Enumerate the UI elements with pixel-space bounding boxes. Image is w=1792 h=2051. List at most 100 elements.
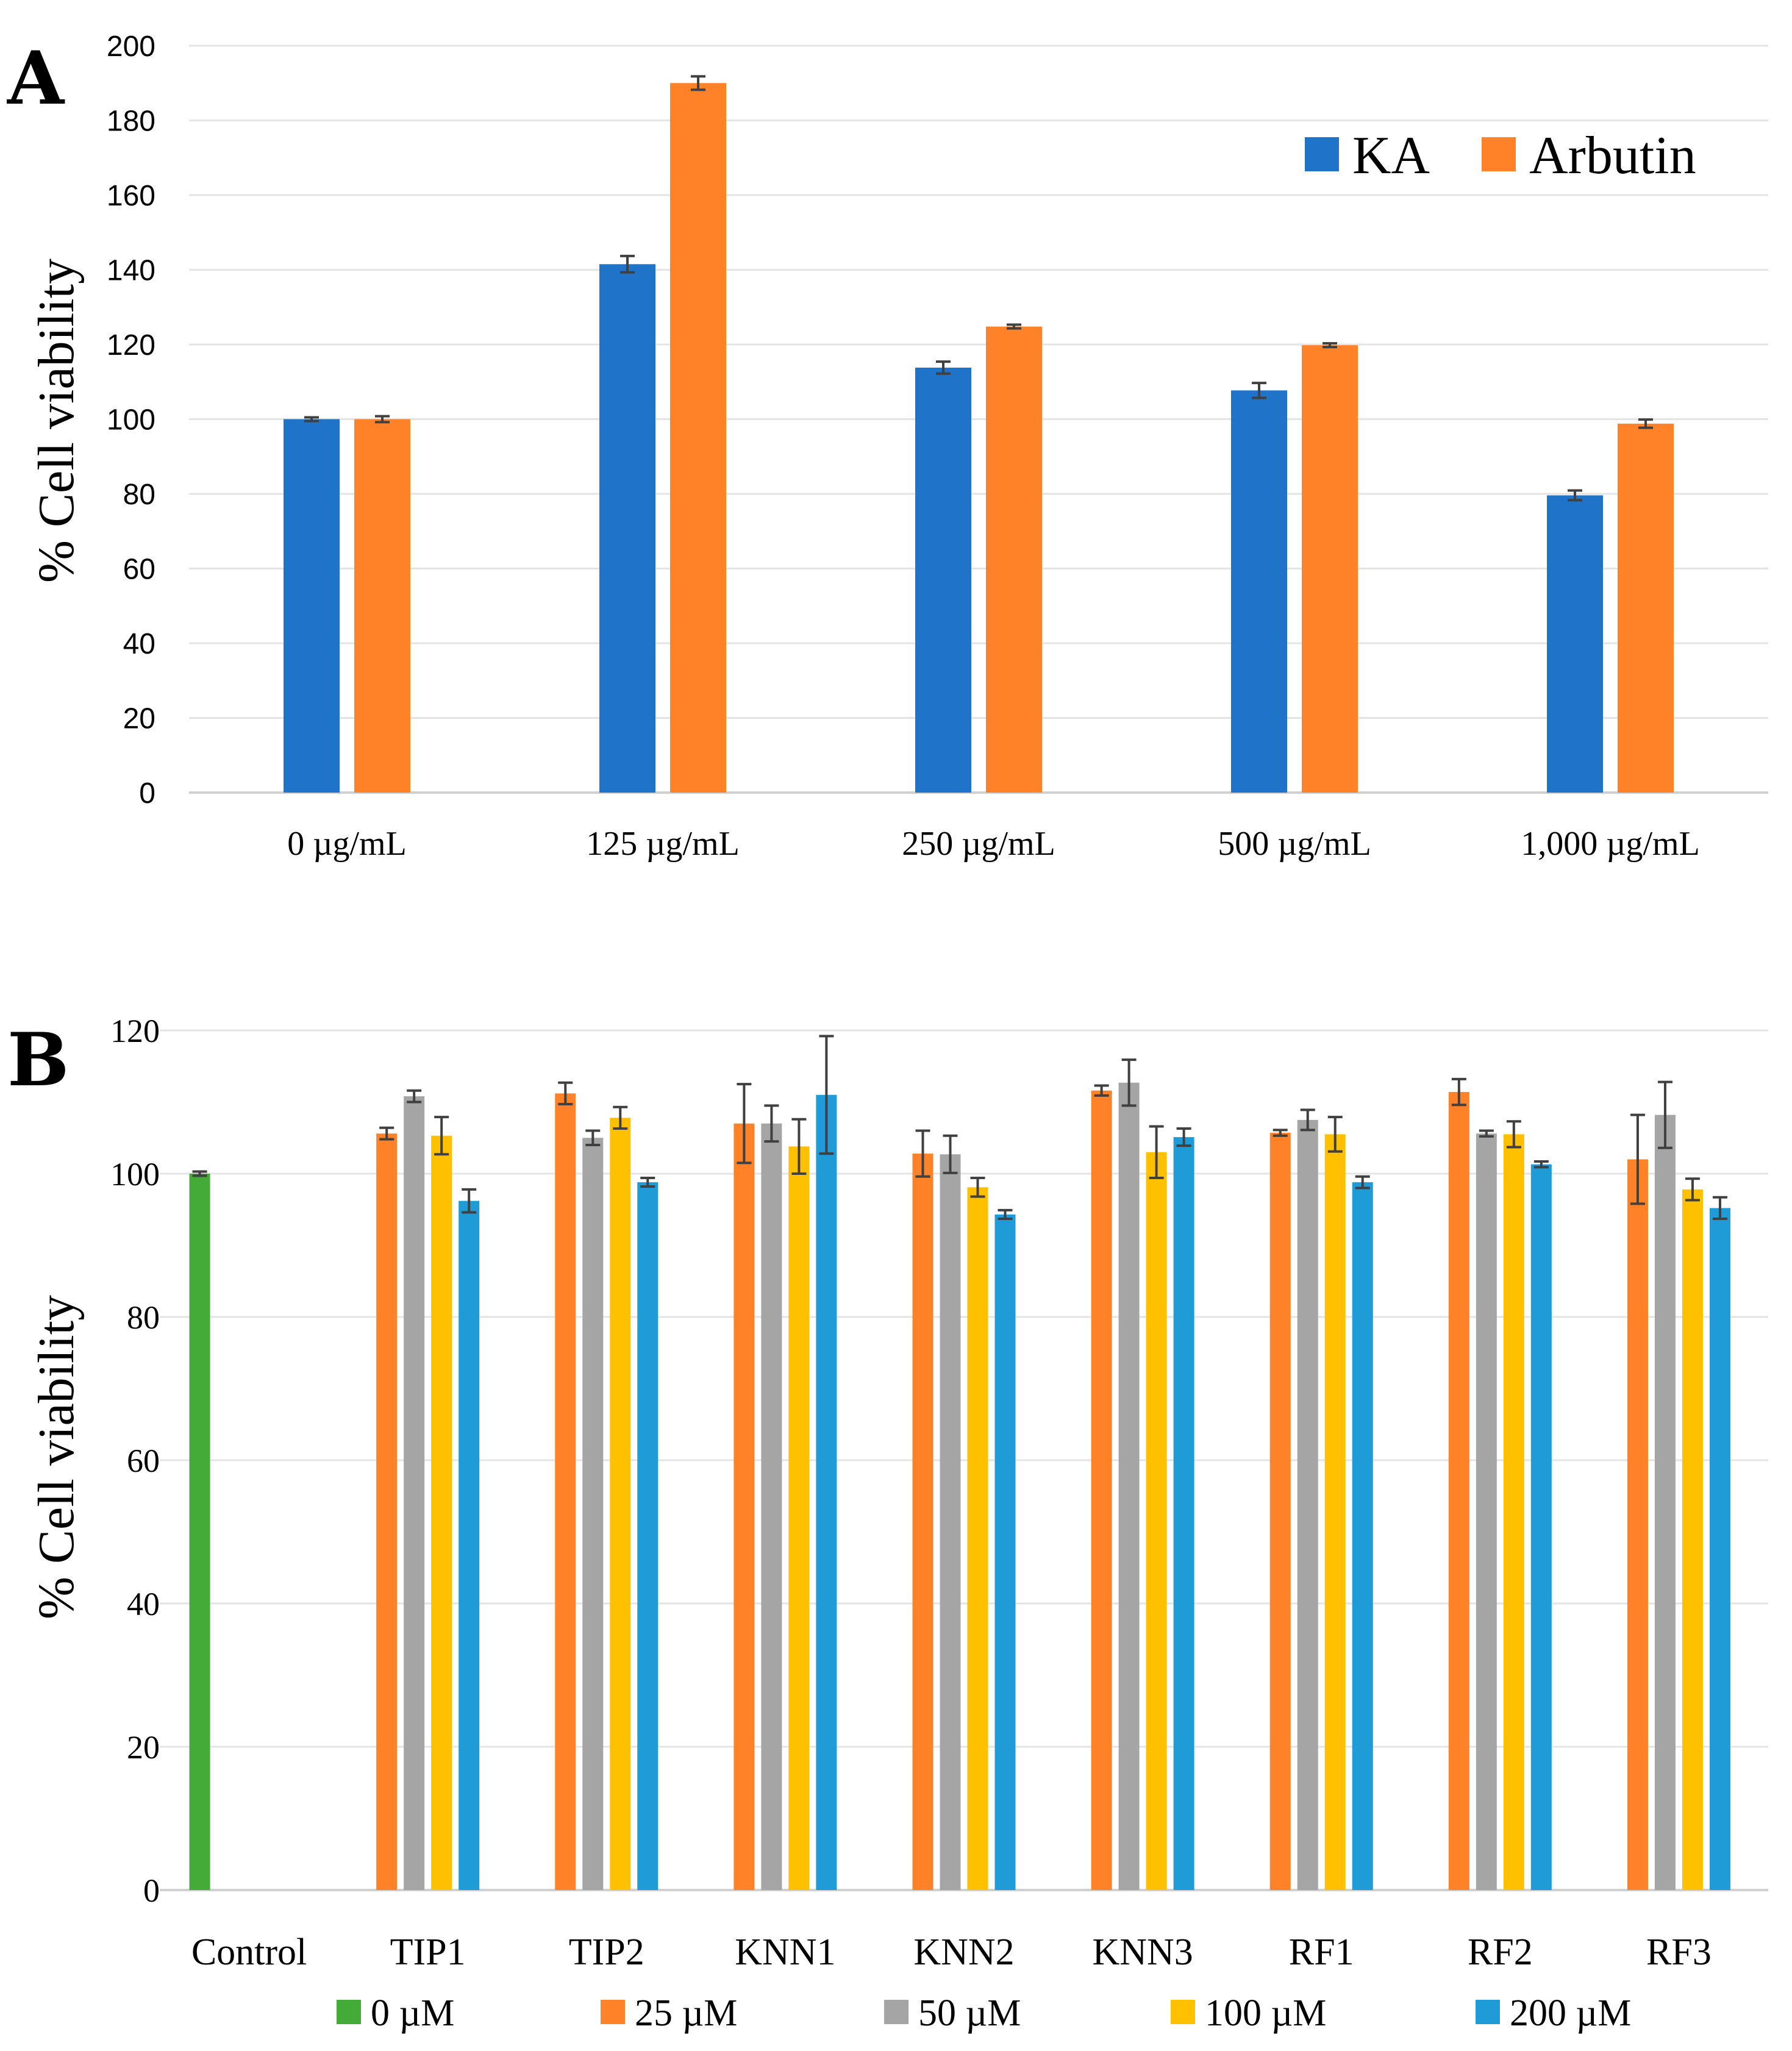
panel-a-bar-arbutin-3: [1302, 345, 1358, 793]
panel-b-bar-25uM-6: [1269, 1133, 1291, 1890]
panel-a-y-tick-label: 100: [107, 404, 155, 437]
panel-b-bar-200uM-5: [1173, 1137, 1194, 1890]
panel-a-bars: [284, 83, 1674, 793]
panel-a-y-axis-title: % Cell viability: [28, 259, 85, 583]
panel-b-legend-swatch-100uM: [1171, 2000, 1195, 2024]
panel-b-x-tick-label: TIP2: [569, 1932, 644, 1973]
panel-a-y-tick-label: 180: [107, 105, 155, 138]
panel-b-bar-200uM-1: [459, 1200, 480, 1890]
panel-b-legend: 0 µM 25 µM 50 µM 100 µM 200 µM: [337, 1992, 1631, 2034]
panel-a-y-tick-label: 200: [107, 30, 155, 63]
panel-b-legend-label: 25 µM: [635, 1992, 737, 2034]
panel-a-y-tick-label: 120: [107, 329, 155, 362]
panel-b-bar-25uM-8: [1627, 1159, 1648, 1890]
panel-a-bar-ka-3: [1231, 390, 1287, 793]
panel-b-bar-100uM-8: [1682, 1189, 1703, 1890]
panel-b-bar-100uM-6: [1324, 1134, 1346, 1890]
panel-a-legend-label: KA: [1352, 126, 1430, 185]
panel-b-gridlines: [160, 1029, 1768, 1891]
panel-a-bar-ka-1: [599, 264, 655, 793]
panel-a-bar-arbutin-4: [1618, 423, 1674, 793]
panel-b-bar-200uM-3: [816, 1094, 837, 1890]
panel-b-y-tick-label: 80: [127, 1299, 160, 1336]
panel-b-legend-swatch-200uM: [1476, 2000, 1500, 2024]
panel-a-legend-swatch-ka: [1305, 137, 1339, 171]
panel-b-bar-200uM-2: [637, 1182, 659, 1890]
panel-b-x-tick-label: KNN1: [735, 1932, 835, 1973]
panel-a-x-tick-label: 250 µg/mL: [902, 825, 1055, 863]
panel-b-bar-50uM-5: [1118, 1082, 1140, 1890]
panel-b-bar-25uM-4: [912, 1154, 933, 1890]
panel-a-y-tick-label: 80: [123, 479, 155, 511]
panel-a-bar-arbutin-0: [354, 419, 410, 793]
panel-b-y-tick-label: 120: [110, 1013, 160, 1049]
panel-b-y-tick-label: 60: [127, 1443, 160, 1479]
panel-b-bar-200uM-8: [1709, 1208, 1730, 1890]
panel-a-error-bars: [304, 75, 1653, 502]
panel-b-bar-100uM-1: [431, 1135, 452, 1890]
panel-b-legend-swatch-0uM: [337, 2000, 361, 2024]
panel-a-y-tick-label: 40: [123, 628, 155, 660]
panel-b-y-ticks: 0 20 40 60 80 100 120: [110, 1013, 160, 1909]
panel-a-y-tick-label: 0: [139, 777, 155, 810]
panel-b-bar-200uM-4: [994, 1214, 1016, 1890]
panel-a-bar-arbutin-1: [670, 83, 726, 793]
panel-b-y-axis-title: % Cell viability: [28, 1295, 85, 1619]
panel-b-bar-100uM-4: [967, 1187, 988, 1890]
panel-b-bar-25uM-3: [734, 1123, 755, 1890]
panel-b-y-tick-label: 100: [110, 1156, 160, 1193]
panel-b-legend-swatch-50uM: [884, 2000, 908, 2024]
panel-a-bar-ka-0: [284, 419, 340, 793]
panel-b-y-tick-label: 40: [127, 1586, 160, 1622]
panel-b-bar-200uM-6: [1352, 1182, 1373, 1890]
panel-b-bar-25uM-5: [1091, 1090, 1112, 1890]
panel-b-bar-100uM-3: [788, 1146, 810, 1890]
panel-b-bar-100uM-7: [1503, 1134, 1524, 1890]
panel-a-gridlines: [189, 45, 1768, 794]
panel-b-legend-label: 100 µM: [1205, 1992, 1326, 2034]
panel-a-legend-label: Arbutin: [1529, 126, 1696, 185]
panel-b-legend-label: 50 µM: [918, 1992, 1021, 2034]
panel-a-x-tick-label: 0 µg/mL: [287, 825, 407, 863]
panel-b-x-tick-label: RF2: [1468, 1932, 1533, 1973]
panel-b-bar-50uM-4: [940, 1154, 961, 1890]
panel-b-x-ticks: Control TIP1 TIP2 KNN1 KNN2 KNN3 RF1 RF2 RF3: [191, 1932, 1712, 1973]
panel-b-bar-100uM-2: [610, 1118, 631, 1890]
panel-b-bars: [189, 1082, 1730, 1890]
panel-a-y-tick-label: 160: [107, 180, 155, 212]
panel-b-bar-50uM-7: [1476, 1133, 1497, 1890]
panel-a-letter: A: [7, 35, 65, 121]
panel-b-x-tick-label: KNN3: [1092, 1932, 1193, 1973]
panel-b-bar-50uM-3: [761, 1123, 782, 1890]
panel-b-y-tick-label: 20: [127, 1729, 160, 1766]
panel-b-bar-25uM-7: [1448, 1092, 1469, 1890]
panel-b-x-tick-label: RF1: [1289, 1932, 1354, 1973]
panel-b-legend-label: 0 µM: [371, 1992, 454, 2034]
panel-a-bar-ka-4: [1547, 495, 1603, 793]
panel-a-bar-ka-2: [915, 367, 971, 793]
panel-b-legend-swatch-25uM: [601, 2000, 625, 2024]
panel-b-letter: B: [7, 1017, 69, 1103]
panel-b-x-tick-label: Control: [191, 1932, 307, 1973]
panel-b-error-bars: [192, 1035, 1727, 1221]
panel-b-bar-50uM-1: [404, 1096, 425, 1890]
panel-b-x-tick-label: TIP1: [390, 1932, 466, 1973]
panel-a-y-ticks: 0 20 40 60 80 100 120 140 160 180 200: [107, 30, 155, 810]
panel-b-bar-25uM-2: [555, 1093, 576, 1890]
panel-a-y-tick-label: 60: [123, 554, 155, 586]
panel-a-x-tick-label: 1,000 µg/mL: [1521, 825, 1700, 863]
panel-a-legend: KA Arbutin: [1305, 126, 1696, 185]
panel-b-bar-100uM-5: [1146, 1152, 1167, 1890]
panel-b-x-tick-label: RF3: [1646, 1932, 1712, 1973]
panel-b-bar-25uM-1: [376, 1133, 398, 1890]
panel-a-y-tick-label: 20: [123, 703, 155, 735]
panel-b-x-tick-label: KNN2: [913, 1932, 1014, 1973]
panel-a-x-ticks: 0 µg/mL 125 µg/mL 250 µg/mL 500 µg/mL 1,000 …: [287, 825, 1700, 863]
panel-a-bar-arbutin-2: [986, 326, 1042, 793]
panel-a-legend-swatch-arbutin: [1482, 137, 1516, 171]
panel-b-bar-50uM-2: [582, 1138, 604, 1890]
panel-b-bar-50uM-6: [1297, 1119, 1318, 1890]
panel-b-bar-0uM-0: [189, 1174, 210, 1890]
panel-a-x-tick-label: 125 µg/mL: [586, 825, 740, 863]
panel-b-bar-50uM-8: [1654, 1115, 1676, 1890]
